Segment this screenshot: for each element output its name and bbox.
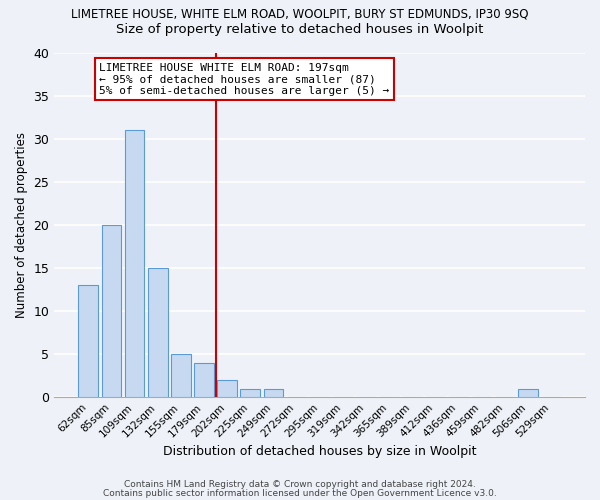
- Bar: [101, 225, 121, 397]
- Bar: [125, 130, 145, 397]
- Text: Size of property relative to detached houses in Woolpit: Size of property relative to detached ho…: [116, 22, 484, 36]
- Bar: [518, 388, 538, 397]
- Y-axis label: Number of detached properties: Number of detached properties: [15, 132, 28, 318]
- Text: LIMETREE HOUSE, WHITE ELM ROAD, WOOLPIT, BURY ST EDMUNDS, IP30 9SQ: LIMETREE HOUSE, WHITE ELM ROAD, WOOLPIT,…: [71, 8, 529, 20]
- Bar: [263, 388, 283, 397]
- Bar: [79, 285, 98, 397]
- Text: Contains public sector information licensed under the Open Government Licence v3: Contains public sector information licen…: [103, 489, 497, 498]
- Bar: [217, 380, 237, 397]
- Bar: [171, 354, 191, 397]
- Bar: [241, 388, 260, 397]
- Text: LIMETREE HOUSE WHITE ELM ROAD: 197sqm
← 95% of detached houses are smaller (87)
: LIMETREE HOUSE WHITE ELM ROAD: 197sqm ← …: [100, 63, 389, 96]
- Bar: [148, 268, 167, 397]
- Text: Contains HM Land Registry data © Crown copyright and database right 2024.: Contains HM Land Registry data © Crown c…: [124, 480, 476, 489]
- X-axis label: Distribution of detached houses by size in Woolpit: Distribution of detached houses by size …: [163, 444, 476, 458]
- Bar: [194, 363, 214, 397]
